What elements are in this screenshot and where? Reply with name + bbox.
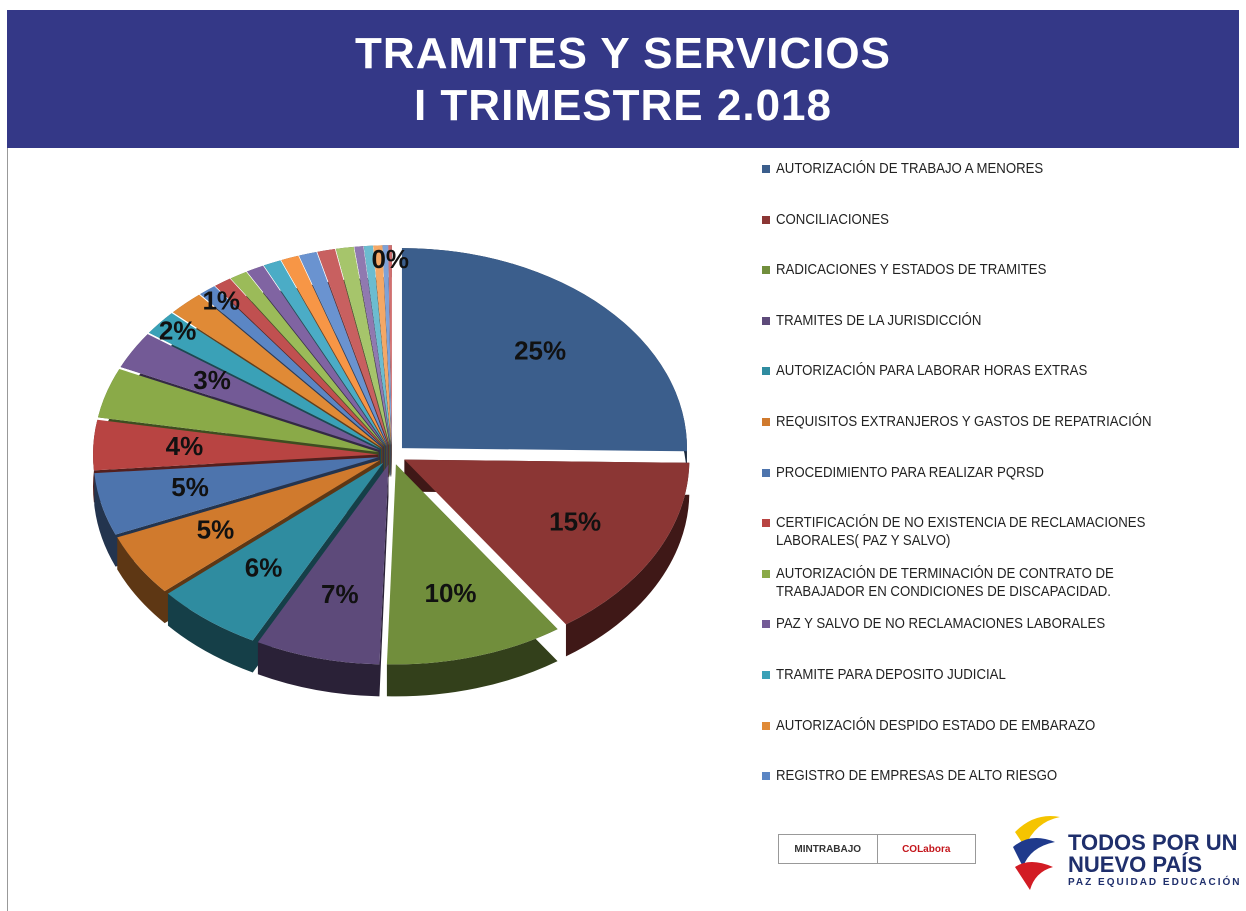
legend-item: RADICACIONES Y ESTADOS DE TRAMITES <box>762 261 1206 279</box>
legend-swatch <box>762 519 770 528</box>
slice-top <box>93 419 379 471</box>
slogan-line: NUEVO PAÍS <box>1068 852 1203 877</box>
data-label: 6% <box>245 552 283 582</box>
flag-logo <box>1013 816 1060 890</box>
legend-item: TRAMITES DE LA JURISDICCIÓN <box>762 312 1206 330</box>
legend-label: AUTORIZACIÓN DESPIDO ESTADO DE EMBARAZO <box>776 716 1096 734</box>
legend-swatch <box>762 266 770 275</box>
slice-top <box>94 457 379 535</box>
border <box>7 148 8 911</box>
legend-item: CERTIFICACIÓN DE NO EXISTENCIA DE RECLAM… <box>762 514 1206 550</box>
legend-label: AUTORIZACIÓN PARA LABORAR HORAS EXTRAS <box>776 362 1088 380</box>
legend-item: AUTORIZACIÓN DE TERMINACIÓN DE CONTRATO … <box>762 565 1206 601</box>
slogan-line: TODOS POR UN <box>1068 830 1238 855</box>
title-line: I TRIMESTRE 2.018 <box>413 81 832 130</box>
legend-swatch <box>762 418 770 426</box>
slice <box>257 464 389 697</box>
slice-top <box>97 369 379 453</box>
legend-item: AUTORIZACIÓN DESPIDO ESTADO DE EMBARAZO <box>762 717 1206 735</box>
slice-top <box>172 294 383 448</box>
data-label: 25% <box>514 336 566 366</box>
data-label: 7% <box>321 579 359 609</box>
slice-top <box>148 313 382 449</box>
slice-top <box>247 265 386 447</box>
legend-swatch <box>762 772 770 781</box>
pie-chart: 25% 15% 10% 7% 6% 5% 5% 4% 3% 2%1% 0% <box>93 244 690 697</box>
data-label: 4% <box>166 431 204 461</box>
legend-label: TRAMITES DE LA JURISDICCIÓN <box>776 311 982 329</box>
slice <box>404 459 690 657</box>
data-label: 5% <box>171 472 209 502</box>
legend-label: PAZ Y SALVO DE NO RECLAMACIONES LABORALE… <box>776 615 1106 633</box>
data-label: 10% <box>425 578 477 608</box>
legend-swatch <box>762 569 770 578</box>
slice-side <box>404 459 690 657</box>
legend-swatch <box>762 367 770 376</box>
data-label: 1% <box>202 286 240 316</box>
data-label: 3% <box>193 365 231 395</box>
slice-top <box>200 286 384 448</box>
legend-label: AUTORIZACIÓN DE TERMINACIÓN DE CONTRATO … <box>776 564 1114 600</box>
title-line: TRAMITES Y SERVICIOS <box>355 29 891 78</box>
slice-top <box>317 249 389 446</box>
slice-top <box>382 245 392 446</box>
legend-item: PAZ Y SALVO DE NO RECLAMACIONES LABORALE… <box>762 615 1206 633</box>
legend-label: REGISTRO DE EMPRESAS DE ALTO RIESGO <box>776 767 1058 785</box>
legend-item: REQUISITOS EXTRANJEROS Y GASTOS DE REPAT… <box>762 413 1206 431</box>
legend-label: PROCEDIMIENTO PARA REALIZAR PQRSD <box>776 463 1044 481</box>
legend-label: CERTIFICACIÓN DE NO EXISTENCIA DE RECLAM… <box>776 514 1146 550</box>
legend-label: CONCILIACIONES <box>776 210 889 228</box>
slice-top <box>120 334 380 451</box>
legend-item: REGISTRO DE EMPRESAS DE ALTO RIESGO <box>762 767 1206 785</box>
slice-top <box>404 459 690 625</box>
legend-swatch <box>762 165 770 173</box>
legend-label: AUTORIZACIÓN DE TRABAJO A MENORES <box>776 160 1044 177</box>
slogan: TODOS POR UN NUEVO PAÍS PAZ EQUIDAD EDUC… <box>1068 832 1241 890</box>
slice-top <box>386 464 558 665</box>
legend-swatch <box>762 721 770 730</box>
slice-top <box>263 260 387 447</box>
slice-side <box>257 464 389 697</box>
logo: MINTRABAJO <box>779 835 878 863</box>
data-label: 5% <box>197 515 235 545</box>
legend-item: CONCILIACIONES <box>762 211 1206 229</box>
logo: COLabora <box>902 843 951 855</box>
legend-item: AUTORIZACIÓN PARA LABORAR HORAS EXTRAS <box>762 362 1206 380</box>
slice-top <box>388 245 392 446</box>
legend-item: PROCEDIMIENTO PARA REALIZAR PQRSD <box>762 464 1206 482</box>
legend-item: AUTORIZACIÓN DE TRABAJO A MENORES <box>762 160 1206 178</box>
legend-item: TRAMITE PARA DEPOSITO JUDICIAL <box>762 666 1206 684</box>
header: TRAMITES Y SERVICIOS I TRIMESTRE 2.018 <box>7 10 1239 148</box>
slice-top <box>257 464 389 665</box>
slice-top <box>117 460 381 592</box>
slice-top <box>373 245 392 446</box>
slice <box>386 464 558 697</box>
slice <box>401 248 687 484</box>
slice-side <box>117 460 381 624</box>
legend-label: RADICACIONES Y ESTADOS DE TRAMITES <box>776 261 1047 279</box>
legend-label: TRAMITE PARA DEPOSITO JUDICIAL <box>776 666 1006 683</box>
legend-swatch <box>762 215 770 224</box>
data-label: 15% <box>549 507 601 537</box>
data-label: 0% <box>371 244 409 274</box>
logo-box: MINTRABAJO COLabora <box>778 834 976 864</box>
slice-top <box>281 255 388 446</box>
slice-top <box>299 252 389 446</box>
data-label: 2% <box>159 316 197 346</box>
slice <box>117 460 381 624</box>
legend-label: REQUISITOS EXTRANJEROS Y GASTOS DE REPAT… <box>776 413 1152 430</box>
legend-swatch <box>762 671 770 679</box>
slice-top <box>363 245 391 446</box>
slice-top <box>230 271 385 447</box>
slice-top <box>215 278 385 447</box>
slogan-sub: PAZ EQUIDAD EDUCACIÓN <box>1068 877 1242 888</box>
slice-top <box>354 246 391 446</box>
legend-swatch <box>762 620 770 629</box>
legend-swatch <box>762 316 770 325</box>
legend-swatch <box>762 468 770 477</box>
slice-top <box>335 246 390 446</box>
slice-top <box>401 248 687 452</box>
slice-top <box>167 462 384 641</box>
